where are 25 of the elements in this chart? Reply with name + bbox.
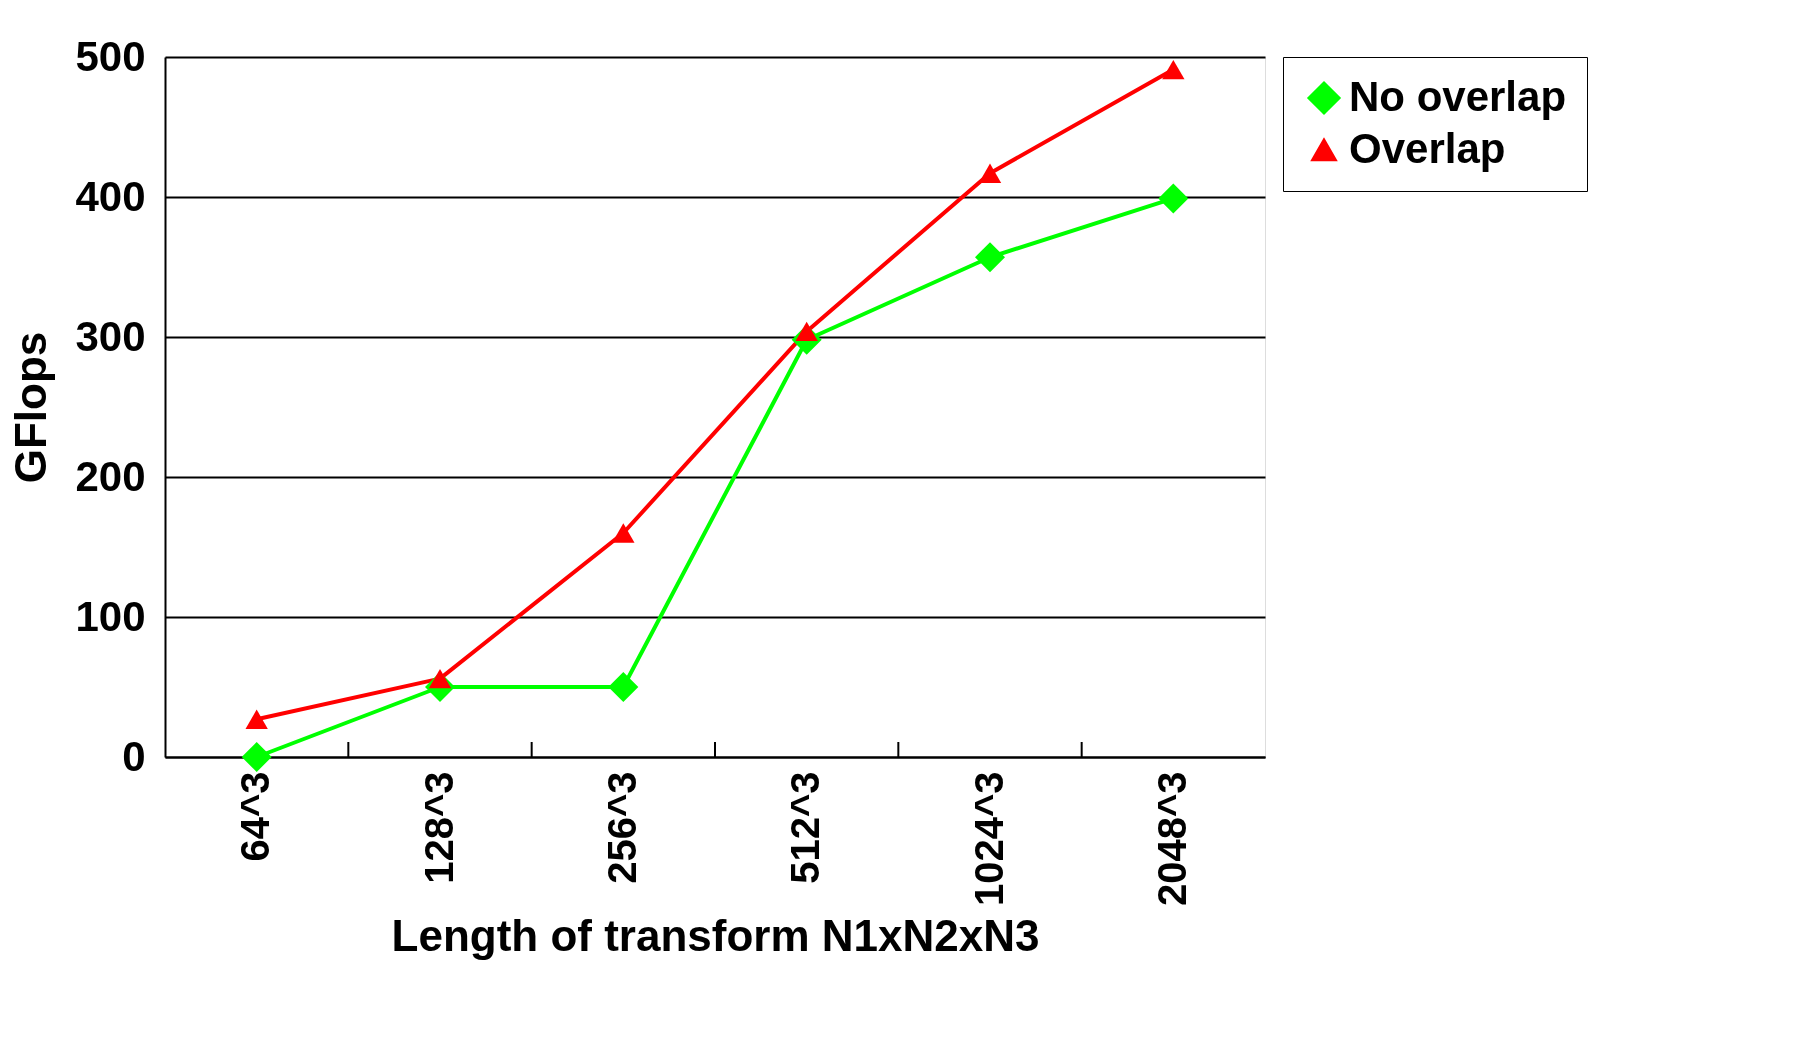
x-tick-label: 2048^3 <box>1149 771 1194 907</box>
point <box>1158 183 1189 214</box>
point <box>612 523 635 543</box>
x-tick-label: 64^3 <box>233 771 278 862</box>
point <box>245 709 268 729</box>
x-axis-title: Length of transform N1xN2xN3 <box>391 911 1040 961</box>
point <box>428 668 452 689</box>
point <box>608 672 639 702</box>
x-tick-label: 128^3 <box>416 771 461 884</box>
point <box>241 742 272 772</box>
y-axis-title: GFlops <box>6 331 56 484</box>
x-tick-label: 1024^3 <box>966 771 1011 907</box>
y-tick-label: 400 <box>75 172 146 220</box>
point <box>1162 59 1185 80</box>
x-tick-label: 256^3 <box>599 771 644 884</box>
x-tick-label: 512^3 <box>783 771 828 884</box>
y-tick-label: 0 <box>122 732 146 780</box>
point <box>975 242 1005 273</box>
y-tick-label: 500 <box>75 32 146 80</box>
y-tick-label: 300 <box>75 312 146 360</box>
point <box>978 163 1002 183</box>
y-tick-label: 100 <box>75 592 146 640</box>
legend-label: No overlap <box>1349 73 1567 120</box>
y-tick-label: 200 <box>75 452 146 500</box>
legend-label: Overlap <box>1349 125 1506 172</box>
